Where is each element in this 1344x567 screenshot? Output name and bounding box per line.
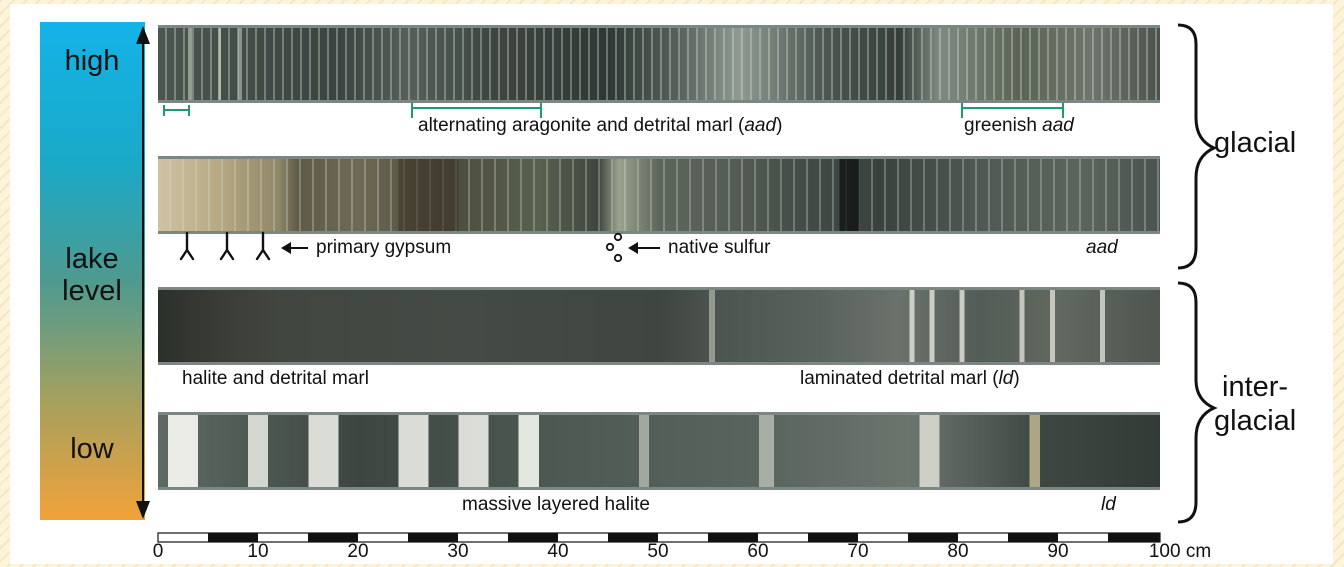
scale-tick-70: 70	[847, 541, 869, 562]
scale-tick-20: 20	[347, 541, 369, 562]
label-glacial-2: glacial	[1214, 405, 1297, 437]
scale-tick-50: 50	[647, 541, 669, 562]
label-massive-layered-halite: massive layered halite	[462, 494, 650, 515]
label-halite-detrital-marl: halite and detrital marl	[182, 368, 369, 389]
label-aad-row2: aad	[1086, 237, 1118, 258]
scale-tick-60: 60	[747, 541, 769, 562]
sulfur-arrow	[628, 242, 660, 254]
glacial-brace	[1177, 23, 1218, 270]
scale-tick-80: 80	[947, 541, 969, 562]
level-low-label: low	[70, 433, 114, 465]
label-laminated-detrital-marl: laminated detrital marl (ld)	[800, 368, 1020, 389]
scale-tick-100: 100 cm	[1148, 541, 1212, 562]
scale-tick-30: 30	[447, 541, 469, 562]
scale-tick-0: 0	[152, 541, 164, 562]
scale-tick-40: 40	[547, 541, 569, 562]
level-high-label: high	[64, 45, 120, 77]
scale-tick-90: 90	[1047, 541, 1069, 562]
sulfur-icon	[605, 232, 623, 263]
core-section-3	[158, 287, 1160, 365]
range-bracket-greenish-aad	[961, 103, 1064, 118]
scale-bar	[157, 532, 1161, 543]
level-lake-label: lake	[65, 243, 119, 275]
gypsum-icon	[179, 231, 271, 261]
core-section-1	[158, 25, 1160, 103]
core-section-4	[158, 412, 1160, 490]
gypsum-arrow	[281, 242, 308, 254]
label-alternating-aad: alternating aragonite and detrital marl …	[418, 115, 783, 136]
label-inter: inter-	[1222, 371, 1289, 403]
label-greenish-aad: greenish aad	[964, 115, 1074, 136]
range-bracket-small	[163, 105, 190, 116]
label-glacial: glacial	[1214, 127, 1297, 159]
label-primary-gypsum: primary gypsum	[316, 237, 452, 258]
interglacial-brace	[1177, 281, 1218, 524]
range-bracket-alternating-aad	[411, 103, 542, 118]
label-ld-row4: ld	[1101, 494, 1116, 515]
core-section-2	[158, 156, 1160, 234]
label-native-sulfur: native sulfur	[668, 237, 771, 258]
level-level-label: level	[62, 275, 122, 307]
scale-tick-10: 10	[247, 541, 269, 562]
lake-level-arrow	[136, 26, 150, 519]
lake-level-gradient	[40, 22, 145, 520]
